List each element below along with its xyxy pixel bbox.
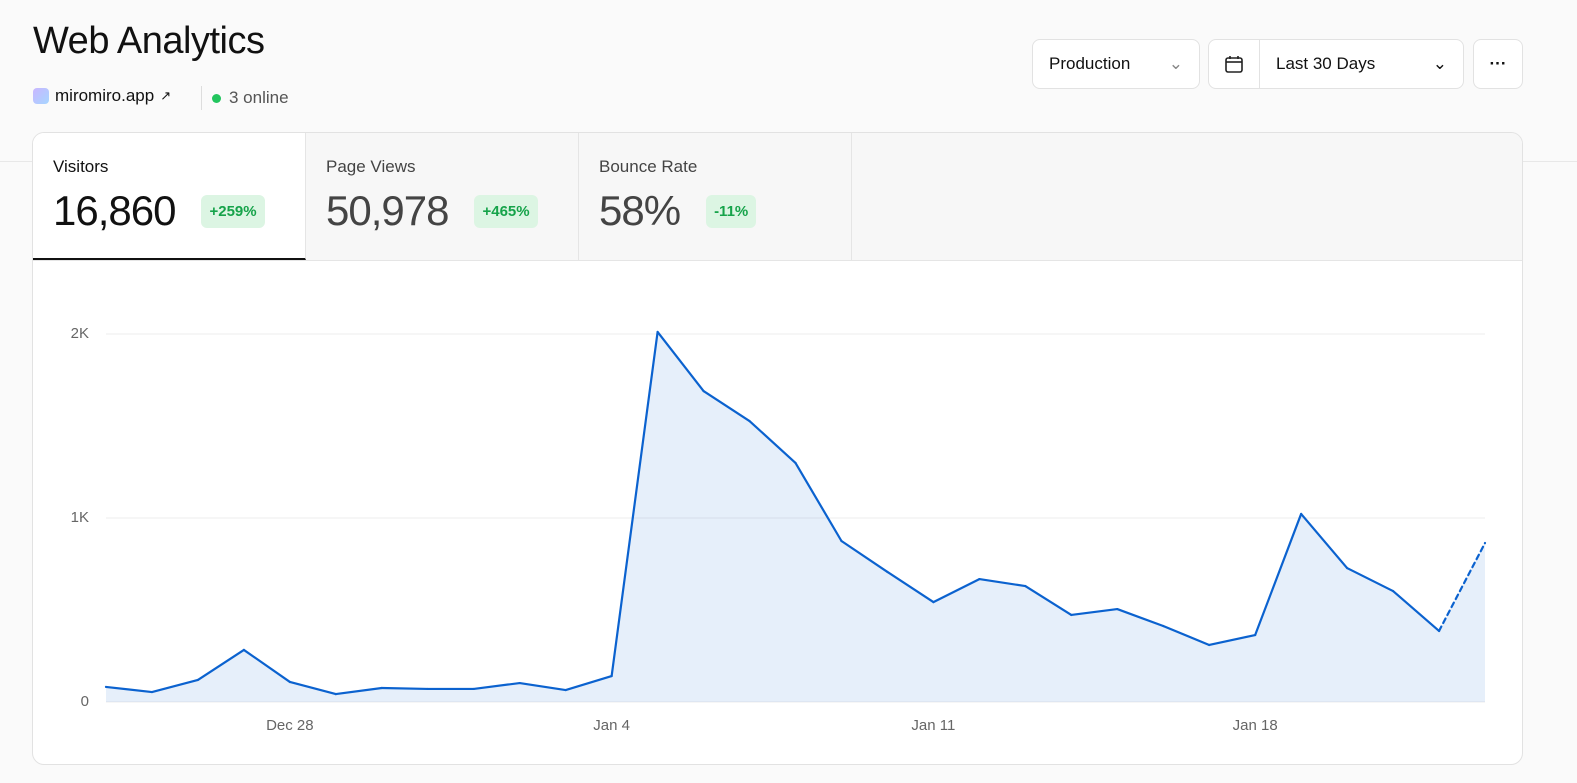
line-segment [1162, 624, 1211, 647]
x-tick-label: Jan 11 [911, 717, 955, 734]
line-segment [1024, 584, 1073, 617]
date-range-select[interactable]: Last 30 Days ⌄ [1208, 39, 1464, 89]
line-segment [748, 419, 797, 465]
line-segment [196, 648, 245, 682]
line-segment [656, 330, 705, 393]
x-tick-label: Jan 4 [593, 717, 630, 734]
line-segment [702, 389, 751, 423]
line-segment [288, 680, 337, 696]
line-segment [1116, 607, 1165, 628]
stat-tab[interactable]: Page Views 50,978 +465% [306, 133, 579, 260]
x-tick-label: Jan 18 [1233, 717, 1278, 734]
line-segment [472, 681, 521, 691]
chevron: ⌄ [1168, 54, 1183, 73]
line-segment [518, 681, 567, 692]
area [106, 331, 1485, 702]
line-segment [610, 330, 659, 678]
line-segment [794, 461, 843, 543]
y-tick-label: 0 [81, 693, 89, 710]
line-segment [1070, 607, 1119, 617]
stat-value: 58% [599, 187, 681, 234]
line-segment [380, 686, 429, 691]
y-tick-label: 2K [71, 325, 89, 342]
line-segment [104, 685, 154, 694]
calendar-icon [1209, 40, 1260, 88]
line-segment [242, 648, 291, 684]
chevron: ⌄ [1432, 54, 1447, 73]
page-title: Web Analytics [33, 20, 265, 62]
line-segment [564, 674, 613, 692]
line-segment [932, 577, 981, 604]
stat-tab[interactable]: Bounce Rate 58% -11% [579, 133, 852, 260]
line-segment [1437, 541, 1487, 633]
line-segment [886, 570, 935, 604]
stat-label: Bounce Rate [599, 157, 698, 176]
line-segment [840, 539, 889, 574]
stat-label: Page Views [326, 157, 416, 176]
stat-label: Visitors [53, 157, 109, 176]
line-segment [1300, 512, 1349, 570]
stats-card: Visitors 16,860 +259% Page Views 50,978 +465… [32, 132, 1523, 765]
calendar-svg [1225, 56, 1243, 73]
online-text: 3 online [229, 88, 289, 107]
site-link[interactable]: miromiro.app ↗ [33, 86, 171, 106]
online-count: 3 online [201, 86, 289, 110]
stat-tab[interactable]: Visitors 16,860 +259% [33, 133, 306, 260]
date-range-label: Last 30 Days [1276, 54, 1376, 73]
stat-value: 50,978 [326, 187, 449, 234]
stat-change: -11% [706, 194, 757, 228]
environment-label: Production [1049, 54, 1131, 73]
y-tick-label: 1K [71, 509, 89, 526]
environment-select[interactable]: Production ⌄ [1032, 39, 1200, 89]
online-dot [212, 93, 221, 103]
stat-change: +259% [201, 194, 265, 228]
stat-change: +465% [474, 194, 538, 228]
line-segment [1345, 566, 1395, 593]
stat-value: 16,860 [53, 187, 176, 234]
line-segment [1254, 512, 1303, 637]
line-segment [978, 577, 1027, 588]
external-icon: ↗ [160, 88, 172, 103]
more-button[interactable]: ··· [1473, 39, 1523, 89]
line-segment [1208, 633, 1257, 647]
x-tick-label: Dec 28 [266, 717, 314, 734]
stat-tabs: Visitors 16,860 +259% Page Views 50,978 +465… [33, 133, 1522, 261]
site-name: miromiro.app [55, 86, 155, 105]
line-segment [150, 678, 200, 694]
line-segment [1391, 589, 1441, 633]
site-icon [33, 88, 49, 104]
line-segment [334, 686, 383, 696]
